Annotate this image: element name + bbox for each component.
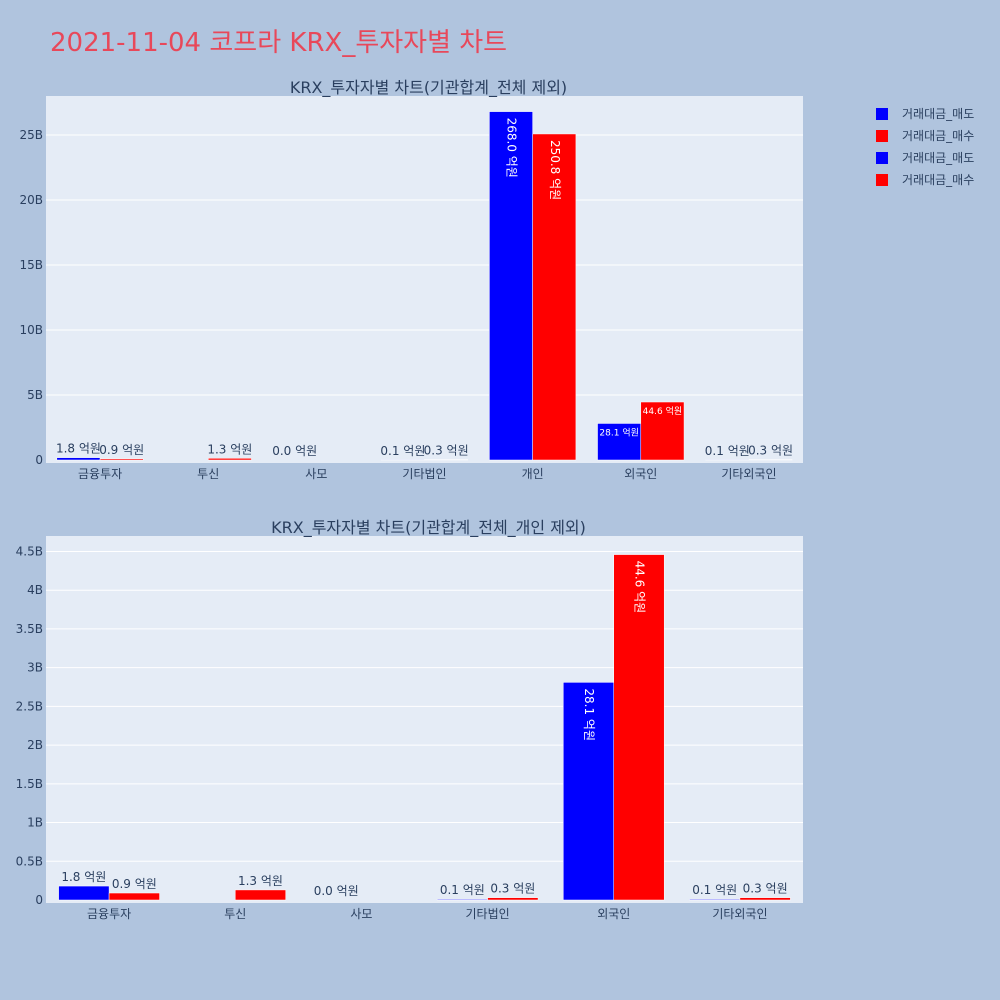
bar [739, 897, 791, 901]
bar [489, 111, 533, 461]
bar [99, 458, 144, 461]
y-tick-label: 2.5B [16, 699, 43, 713]
data-label: 1.8 억원 [61, 870, 106, 884]
chart-title: KRX_투자자별 차트(기관합계_전체 제외) [290, 78, 567, 98]
bar [235, 889, 286, 901]
x-tick-label: 외국인 [624, 467, 657, 481]
y-tick-label: 3B [27, 661, 43, 675]
y-tick-label: 20B [19, 193, 43, 207]
data-label: 0.3 억원 [490, 882, 535, 896]
y-tick-label: 15B [19, 258, 43, 272]
data-label: 44.6 억원 [632, 561, 646, 614]
y-tick-label: 4.5B [16, 544, 43, 558]
data-label: 0.0 억원 [314, 884, 359, 898]
y-tick-label: 25B [19, 128, 43, 142]
y-tick-label: 0.5B [16, 854, 43, 868]
x-tick-label: 금융투자 [78, 467, 122, 481]
y-tick-label: 3.5B [16, 622, 43, 636]
legend-label: 거래대금_매수 [902, 173, 974, 187]
data-label: 0.3 억원 [424, 444, 469, 458]
bar [532, 133, 577, 461]
bar [487, 897, 539, 901]
legend-swatch [876, 152, 888, 164]
data-label: 250.8 억원 [548, 140, 562, 200]
data-label: 0.9 억원 [112, 877, 157, 891]
plot-area [46, 96, 803, 463]
data-label: 1.8 억원 [56, 442, 101, 456]
data-label: 1.3 억원 [207, 442, 252, 456]
legend-swatch [876, 108, 888, 120]
y-tick-label: 5B [27, 388, 43, 402]
x-tick-label: 사모 [305, 467, 327, 481]
data-label: 28.1 억원 [599, 426, 638, 438]
legend-swatch [876, 174, 888, 186]
legend-swatch [876, 130, 888, 142]
x-tick-label: 기타외국인 [721, 467, 776, 481]
data-label: 268.0 억원 [505, 118, 519, 178]
bar [613, 554, 665, 901]
data-label: 28.1 억원 [582, 688, 596, 741]
legend-label: 거래대금_매도 [902, 107, 974, 121]
y-tick-label: 4B [27, 583, 43, 597]
chart-title: KRX_투자자별 차트(기관합계_전체_개인 제외) [271, 518, 586, 538]
bar [56, 457, 101, 461]
x-tick-label: 투신 [224, 907, 246, 921]
y-tick-label: 0 [35, 453, 43, 467]
data-label: 0.1 억원 [440, 883, 485, 897]
data-label: 1.3 억원 [238, 874, 283, 888]
x-tick-label: 기타법인 [465, 907, 509, 921]
page-title: 2021-11-04 코프라 KRX_투자자별 차트 [50, 28, 508, 58]
data-label: 0.1 억원 [380, 444, 425, 458]
y-tick-label: 1B [27, 816, 43, 830]
x-tick-label: 사모 [350, 907, 372, 921]
data-label: 0.1 억원 [705, 444, 750, 458]
bar [207, 458, 252, 461]
bar [436, 898, 488, 901]
data-label: 0.9 억원 [99, 443, 144, 457]
y-tick-label: 1.5B [16, 777, 43, 791]
y-tick-label: 10B [19, 323, 43, 337]
bar [640, 401, 685, 461]
y-tick-label: 2B [27, 738, 43, 752]
x-tick-label: 금융투자 [87, 907, 131, 921]
x-tick-label: 기타외국인 [712, 907, 767, 921]
x-tick-label: 투신 [197, 467, 219, 481]
x-tick-label: 외국인 [597, 907, 630, 921]
chart-1: 0 5B 10B 15B 20B 25B KRX_투자자별 차트(기관합계_전체 제외) 금융… [19, 78, 803, 481]
y-tick-label: 0 [35, 893, 43, 907]
data-label: 0.3 억원 [748, 444, 793, 458]
legend-label: 거래대금_매수 [902, 129, 974, 143]
data-label: 0.0 억원 [272, 444, 317, 458]
data-label: 0.3 억원 [743, 882, 788, 896]
chart-2: 0 0.5B 1B 1.5B 2B 2.5B 3B 3.5B 4B 4.5B KRX_투자자별 차트… [16, 518, 803, 921]
bar [58, 885, 110, 901]
data-label: 44.6 억원 [643, 405, 682, 417]
x-tick-label: 개인 [522, 467, 544, 481]
plot-area [46, 536, 803, 903]
legend-label: 거래대금_매도 [902, 151, 974, 165]
bar [689, 898, 741, 901]
bar [108, 892, 160, 901]
x-tick-label: 기타법인 [402, 467, 446, 481]
data-label: 0.1 억원 [692, 883, 737, 897]
